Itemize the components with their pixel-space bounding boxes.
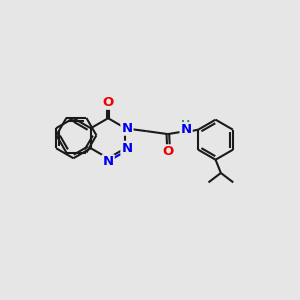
Text: O: O: [163, 145, 174, 158]
Text: H: H: [182, 120, 191, 130]
Text: N: N: [103, 155, 114, 168]
Text: N: N: [122, 142, 133, 155]
Text: N: N: [122, 122, 133, 135]
Text: N: N: [181, 123, 192, 136]
Text: O: O: [103, 96, 114, 109]
